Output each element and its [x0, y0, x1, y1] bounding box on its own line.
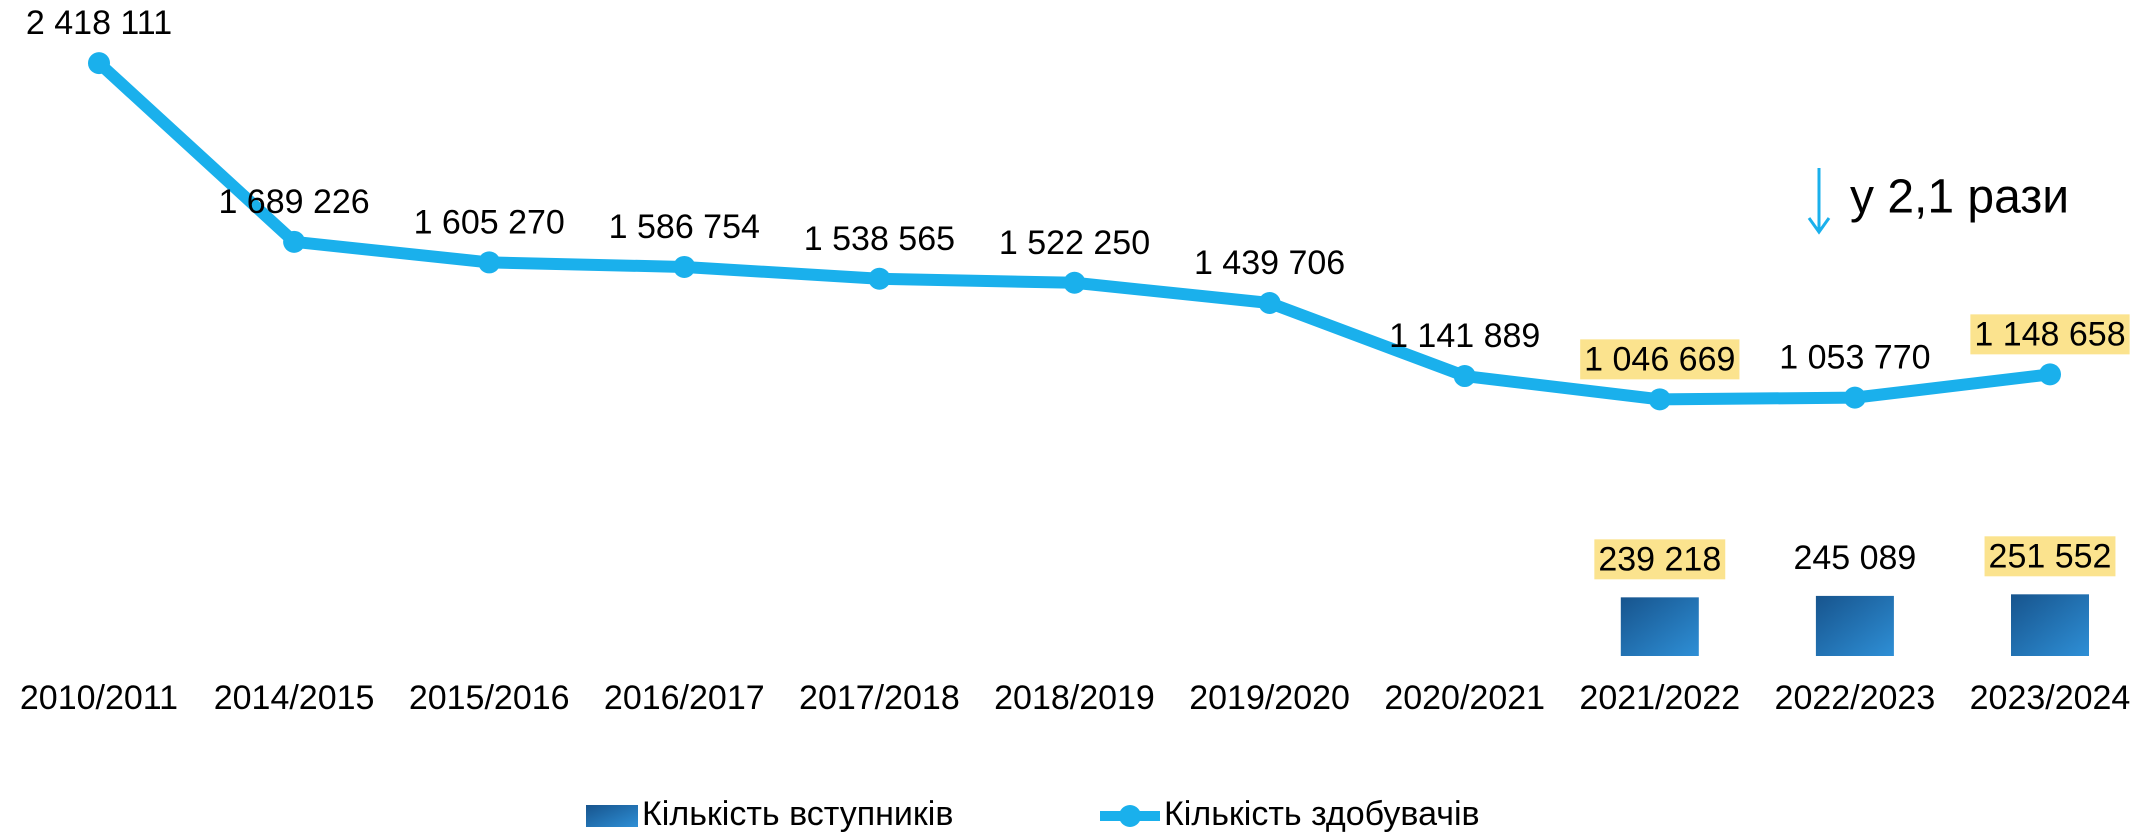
- data-label: 245 089: [1793, 539, 1916, 577]
- line-marker: [1648, 388, 1671, 411]
- x-tick-label: 2021/2022: [1579, 679, 1740, 717]
- legend-label: Кількість здобувачів: [1164, 795, 1480, 833]
- line-marker: [1843, 386, 1866, 409]
- label-highlight: [1970, 314, 2130, 355]
- data-label: 251 552: [1989, 537, 2112, 575]
- legend-label: Кількість вступників: [642, 795, 953, 833]
- x-tick-label: 2023/2024: [1970, 679, 2131, 717]
- data-label: 239 218: [1598, 540, 1721, 578]
- line-marker: [868, 267, 891, 290]
- x-tick-label: 2016/2017: [604, 679, 765, 717]
- annotation: у 2,1 рази: [1850, 171, 2069, 224]
- data-label: 1 522 250: [999, 224, 1150, 262]
- label-highlight: [1984, 536, 2116, 577]
- data-label: 1 053 770: [1779, 339, 1930, 377]
- data-label: 1 689 226: [218, 183, 369, 221]
- x-tick-label: 2022/2023: [1775, 679, 1936, 717]
- x-tick-label: 2017/2018: [799, 679, 960, 717]
- data-label: 1 141 889: [1389, 317, 1540, 355]
- data-label: 1 586 754: [609, 208, 760, 246]
- data-label: 2 418 111: [26, 4, 172, 42]
- x-tick-label: 2015/2016: [409, 679, 570, 717]
- data-label: 1 538 565: [804, 220, 955, 258]
- line-marker: [2039, 363, 2061, 386]
- data-label: 1 148 658: [1974, 315, 2125, 353]
- x-tick-label: 2014/2015: [214, 679, 375, 717]
- x-tick-label: 2010/2011: [20, 679, 178, 717]
- x-tick-label: 2018/2019: [994, 679, 1155, 717]
- line-marker: [283, 230, 306, 253]
- label-highlight: [1580, 339, 1740, 380]
- legend-swatch-marker: [1119, 805, 1141, 827]
- line-marker: [478, 251, 501, 274]
- line-marker: [1063, 271, 1086, 294]
- data-label: 1 605 270: [414, 203, 565, 241]
- annotation-arrow-head: [1807, 217, 1831, 235]
- bar: [1620, 597, 1699, 656]
- data-label: 1 046 669: [1584, 340, 1735, 378]
- data-label: 1 439 706: [1194, 244, 1345, 282]
- legend-swatch: [586, 805, 638, 827]
- label-highlight: [1594, 539, 1726, 580]
- line-marker: [673, 255, 696, 278]
- line-marker: [1453, 365, 1476, 388]
- bar: [2011, 594, 2089, 656]
- line-marker: [88, 52, 110, 75]
- line-marker: [1258, 292, 1281, 315]
- x-tick-label: 2019/2020: [1189, 679, 1350, 717]
- x-tick-label: 2020/2021: [1384, 679, 1545, 717]
- bar: [1815, 595, 1894, 656]
